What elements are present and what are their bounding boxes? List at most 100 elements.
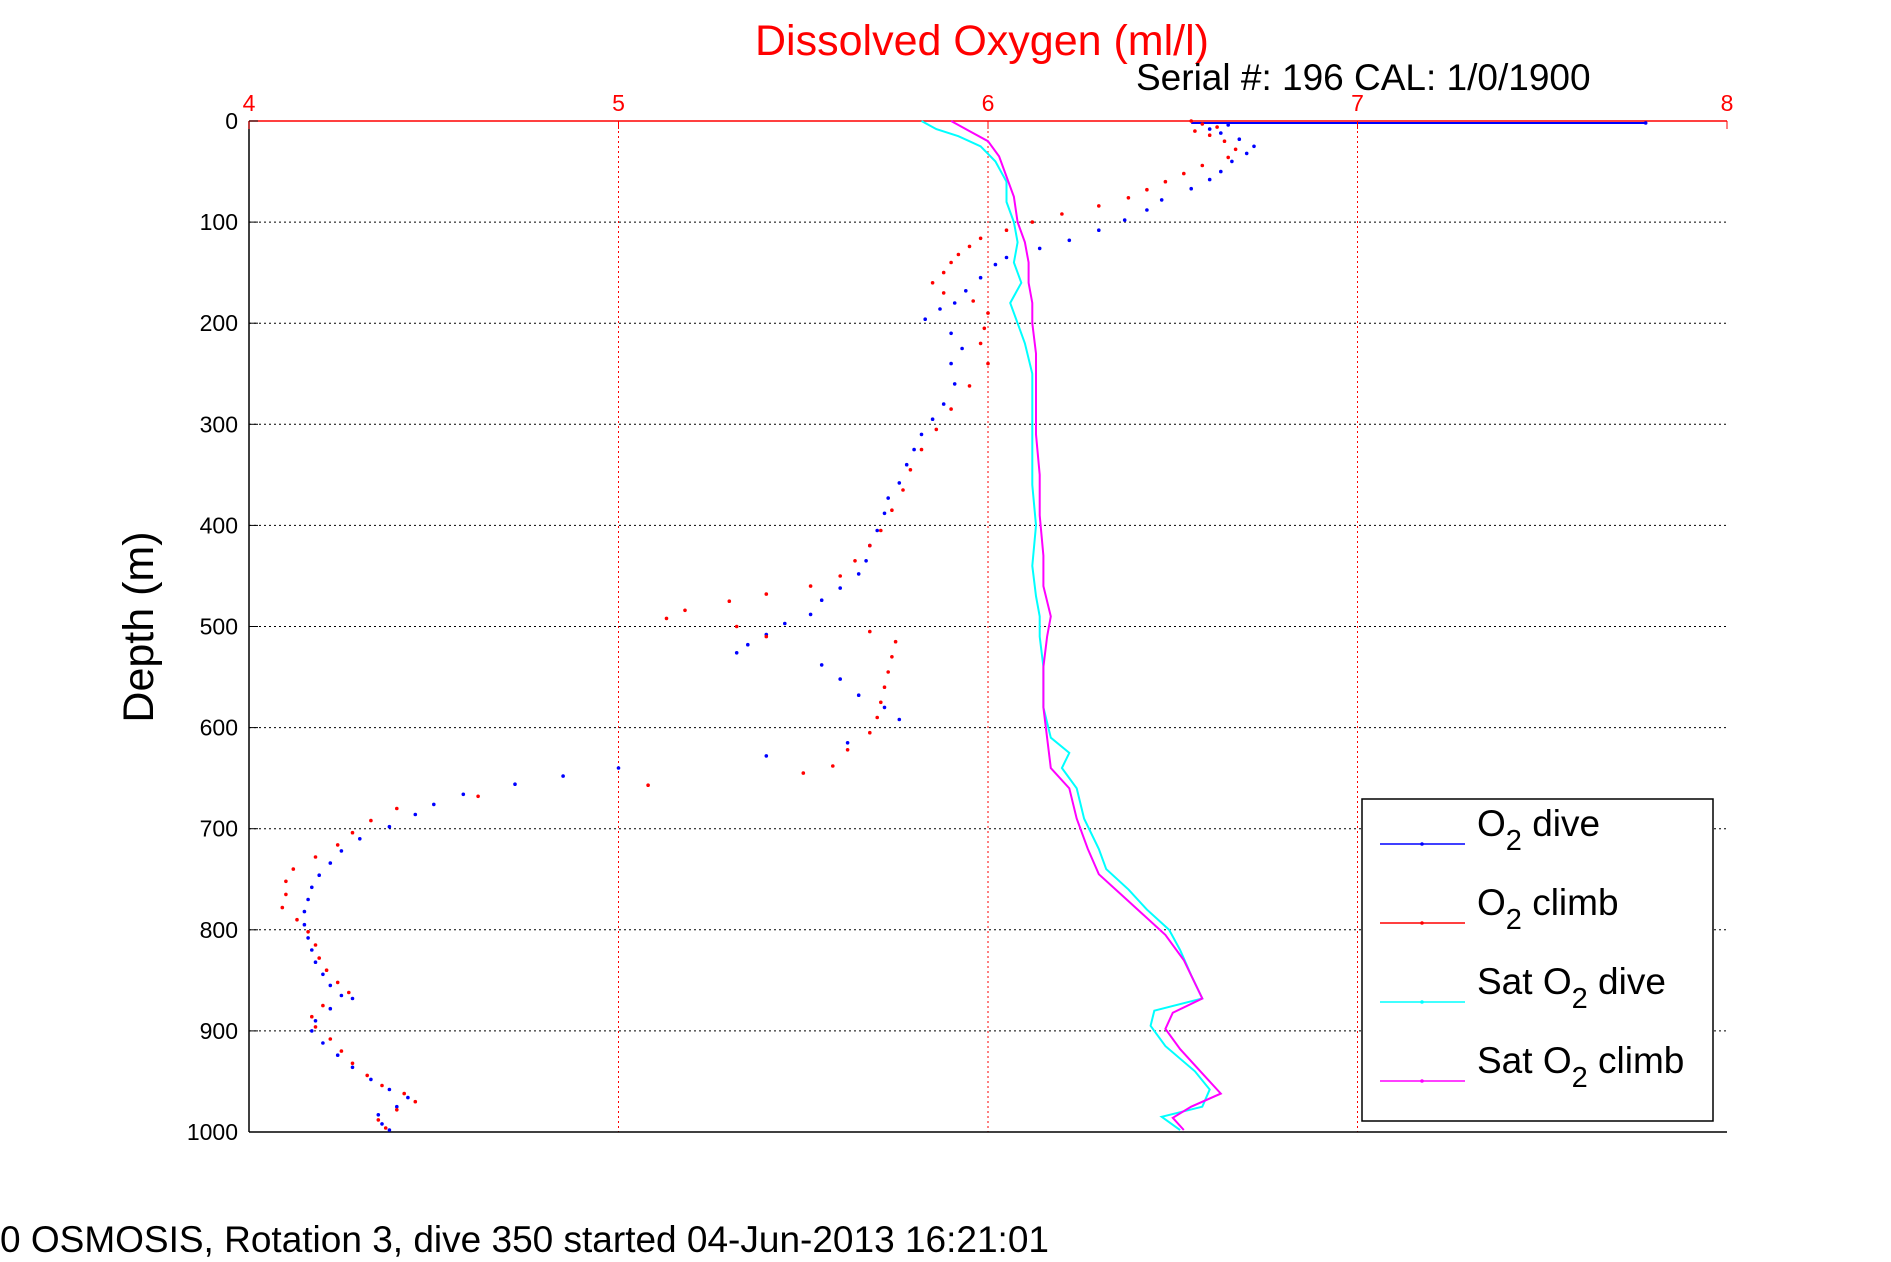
o2-dive-point xyxy=(321,972,325,977)
o2-climb-point xyxy=(683,608,687,613)
x-tick-label: 6 xyxy=(982,90,995,116)
o2-dive-point xyxy=(616,766,621,770)
o2-dive-point xyxy=(513,782,517,786)
o2-dive-point xyxy=(1219,169,1223,174)
o2-climb-point xyxy=(982,326,987,331)
o2-dive-point xyxy=(882,705,887,710)
o2-dive-point xyxy=(746,642,750,647)
o2-climb-point xyxy=(967,244,972,249)
o2-climb-point xyxy=(324,968,329,972)
o2-dive-point xyxy=(819,663,824,667)
o2-dive-point xyxy=(960,346,964,351)
o2-climb-point xyxy=(986,311,990,315)
o2-climb-point xyxy=(949,407,953,411)
o2-climb-point xyxy=(956,252,961,257)
o2-climb-point xyxy=(310,1014,314,1019)
o2-dive-point xyxy=(838,586,842,590)
o2-climb-point xyxy=(365,1073,370,1078)
o2-dive-point xyxy=(328,983,333,988)
o2-dive-point xyxy=(1219,131,1223,135)
o2-climb-point xyxy=(1097,204,1101,208)
o2-climb-point xyxy=(1004,228,1009,232)
o2-dive-point xyxy=(387,1128,392,1132)
o2-climb-point xyxy=(875,715,879,720)
o2-dive-point xyxy=(952,301,957,305)
legend-label-sat-o2-climb: Sat O2 climb xyxy=(1477,1040,1684,1094)
o2-climb-point xyxy=(402,1091,407,1096)
o2-climb-point xyxy=(978,341,983,346)
o2-climb-point xyxy=(1233,147,1238,152)
o2-dive-point xyxy=(734,651,739,655)
o2-dive-point xyxy=(302,922,307,927)
o2-climb-point xyxy=(350,830,355,835)
y-tick-label: 800 xyxy=(200,917,238,943)
o2-dive-point xyxy=(387,824,392,829)
o2-climb-point xyxy=(317,956,322,960)
o2-dive-point xyxy=(313,960,318,964)
o2-climb-point xyxy=(901,488,905,492)
y-tick-label: 0 xyxy=(225,108,238,134)
o2-climb-point xyxy=(664,616,669,621)
o2-climb-point xyxy=(941,270,946,275)
o2-climb-point xyxy=(376,1118,381,1122)
o2-climb-point xyxy=(291,867,296,871)
o2-dive-point xyxy=(561,774,565,778)
o2-dive-point xyxy=(764,754,769,758)
sat-o2-dive-line xyxy=(921,120,1211,1131)
o2-dive-point xyxy=(949,361,953,366)
o2-dive-point xyxy=(856,572,861,576)
o2-climb-point xyxy=(1145,187,1149,192)
legend-label-o2-dive: O2 dive xyxy=(1477,803,1600,857)
x-tick-label: 5 xyxy=(612,90,625,116)
o2-dive-point xyxy=(1252,144,1256,149)
o2-dive-point xyxy=(1004,255,1009,260)
o2-dive-point xyxy=(413,812,418,817)
o2-dive-point xyxy=(808,612,813,617)
o2-climb-point xyxy=(1030,220,1035,224)
o2-dive-point xyxy=(321,1041,325,1045)
y-tick-label: 300 xyxy=(200,411,238,437)
o2-dive-point xyxy=(432,802,436,807)
o2-climb-point xyxy=(845,748,850,752)
o2-dive-point xyxy=(387,1087,392,1092)
o2-climb-point xyxy=(949,260,953,265)
o2-climb-point xyxy=(727,599,732,603)
o2-climb-point xyxy=(893,639,898,644)
o2-climb-point xyxy=(395,1108,399,1112)
o2-dive-point xyxy=(930,417,935,422)
o2-climb-point xyxy=(886,670,890,674)
o2-climb-point xyxy=(853,559,857,563)
o2-climb-point xyxy=(919,447,924,452)
o2-climb-point xyxy=(1060,212,1064,216)
o2-climb-point xyxy=(971,299,975,303)
o2-dive-point xyxy=(1230,159,1234,164)
o2-climb-point xyxy=(1215,125,1219,129)
o2-dive-point xyxy=(1159,198,1164,202)
o2-climb-point xyxy=(280,905,285,910)
o2-dive-point xyxy=(328,1006,333,1011)
o2-dive-point xyxy=(923,317,927,322)
chart-title: Dissolved Oxygen (ml/l) xyxy=(755,17,1209,65)
o2-climb-point xyxy=(934,427,939,432)
o2-dive-point xyxy=(875,528,879,533)
o2-climb-point xyxy=(838,574,842,578)
o2-climb-point xyxy=(764,634,769,639)
sat-o2-climb-line xyxy=(950,120,1223,1131)
o2-climb-point xyxy=(808,584,813,588)
o2-climb-point xyxy=(380,1083,384,1088)
o2-dive-point xyxy=(886,496,890,500)
y-tick-label: 1000 xyxy=(187,1119,238,1145)
legend-label-o2-climb: O2 climb xyxy=(1477,882,1619,936)
o2-climb-point xyxy=(284,892,288,897)
o2-dive-point xyxy=(949,331,953,336)
o2-dive-point xyxy=(819,598,824,602)
x-tick-label: 4 xyxy=(243,90,256,116)
o2-climb-point xyxy=(930,281,935,285)
o2-climb-point xyxy=(284,879,288,884)
y-tick-label: 100 xyxy=(200,209,238,235)
o2-climb-point xyxy=(646,783,650,787)
o2-dive-point xyxy=(335,1053,340,1057)
o2-dive-point xyxy=(897,717,902,722)
o2-dive-point xyxy=(317,873,322,877)
